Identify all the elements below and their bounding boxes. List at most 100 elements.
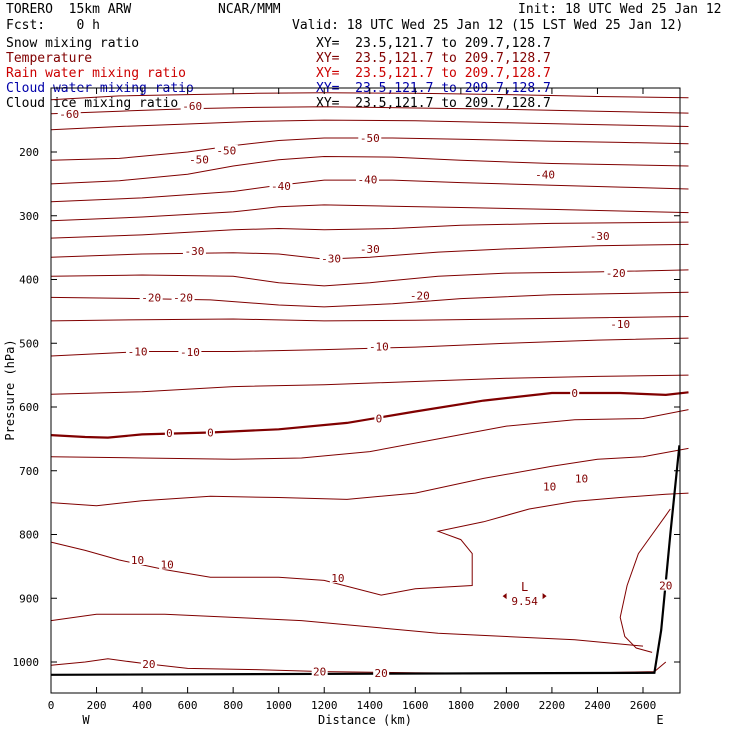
axis-ticks: 0 200 400 600 800 1000 1200 1400 1600 1800 2000 220…	[13, 88, 680, 712]
x-tick-label: 400	[132, 699, 152, 712]
x-tick-label: 2200	[539, 699, 566, 712]
contour-line	[50, 291, 689, 308]
contour-label-bg	[373, 666, 390, 678]
contour-line	[50, 137, 689, 161]
contour-label-bg	[608, 318, 632, 330]
x-tick-label: 800	[223, 699, 243, 712]
contour-line	[50, 204, 689, 222]
contour-label: -20	[141, 291, 161, 304]
x-tick-label: 1400	[357, 699, 384, 712]
field-label: Cloud ice mixing ratio	[6, 96, 179, 111]
low-value: 9.54	[511, 595, 538, 608]
contour-line	[50, 374, 689, 395]
init-time: Init: 18 UTC Wed 25 Jan 12	[518, 2, 722, 17]
contour-label-layer: -60-60-50-50-50-40 -40 -40-30 -30-30-30-20-…	[57, 100, 674, 680]
x-tick-label: 2600	[630, 699, 657, 712]
field-xy: XY= 23.5,121.7 to 209.7,128.7	[316, 36, 551, 51]
contour-label: -30	[590, 230, 610, 243]
contour-label: 10	[131, 554, 144, 567]
contour-label: 0	[166, 427, 173, 440]
x-tick-label: 200	[87, 699, 107, 712]
contour-label-bg	[182, 244, 206, 256]
contour-label-bg	[588, 230, 612, 242]
contour-line	[50, 613, 644, 647]
contour-label: -20	[410, 289, 430, 302]
x-tick-label: 2400	[584, 699, 611, 712]
low-arrow-left	[502, 593, 507, 600]
y-tick-label: 1000	[13, 656, 40, 669]
contour-label-bg	[329, 571, 346, 583]
contour-label-bg	[159, 558, 176, 570]
contour-label-bg	[374, 412, 384, 424]
contour-label-bg	[311, 665, 328, 677]
contour-label-bg	[57, 107, 81, 119]
x-end-label-left: W	[82, 713, 90, 727]
contour-line	[50, 269, 689, 287]
contour-label: -10	[180, 346, 200, 359]
contour-label-bg	[408, 289, 432, 301]
contour-label: -60	[59, 108, 79, 121]
contour-line	[50, 391, 689, 439]
x-tick-label: 1600	[402, 699, 429, 712]
y-tick-label: 700	[19, 465, 39, 478]
contour-label-bg	[171, 291, 195, 303]
x-tick-label: 600	[178, 699, 198, 712]
contour-label-bg	[180, 100, 204, 112]
y-tick-label: 900	[19, 592, 39, 605]
contour-label-bg	[164, 427, 174, 439]
contour-label: -30	[321, 252, 341, 265]
contour-label: 0	[207, 427, 214, 440]
model-title: TORERO 15km ARW	[6, 2, 132, 17]
contour-label: -10	[610, 318, 630, 331]
contour-label-bg	[657, 579, 674, 591]
y-tick-label: 800	[19, 529, 39, 542]
contour-label: -30	[360, 243, 380, 256]
contour-label-bg	[355, 173, 379, 185]
contour-label-bg	[358, 131, 382, 143]
contour-line	[50, 492, 689, 596]
valid-time: Valid: 18 UTC Wed 25 Jan 12 (15 LST Wed …	[292, 18, 684, 33]
field-label: Snow mixing ratio	[6, 36, 140, 51]
contour-label: -40	[535, 168, 555, 181]
y-axis-label: Pressure (hPa)	[3, 339, 17, 440]
contour-label-bg	[570, 386, 580, 398]
contour-label: -50	[360, 132, 380, 145]
contour-label: 20	[313, 666, 326, 679]
low-symbol: L	[521, 580, 528, 594]
contour-label: -50	[189, 154, 209, 167]
contour-label: 20	[142, 658, 155, 671]
y-tick-label: 300	[19, 210, 39, 223]
contour-label: 10	[543, 481, 556, 494]
x-tick-label: 1800	[448, 699, 475, 712]
contour-label-bg	[129, 554, 146, 565]
y-tick-label: 500	[19, 337, 39, 350]
plot-frame	[50, 87, 681, 694]
x-tick-label: 2000	[493, 699, 520, 712]
y-tick-label: 600	[19, 401, 39, 414]
contour-label-bg	[358, 242, 382, 254]
contour-label: -50	[216, 145, 236, 158]
contour-label-bg	[269, 179, 293, 191]
contour-label-bg	[178, 346, 202, 358]
contour-label: -30	[185, 245, 205, 258]
x-tick-label: 1000	[265, 699, 292, 712]
field-label: Rain water mixing ratio	[6, 66, 187, 81]
field-label: Temperature	[6, 51, 93, 66]
y-tick-label: 400	[19, 274, 39, 287]
x-end-label-right: E	[656, 713, 663, 727]
contour-label-bg	[604, 267, 628, 279]
contour-label-bg	[214, 144, 238, 156]
field-xy: XY= 23.5,121.7 to 209.7,128.7	[316, 66, 551, 81]
contour-line	[50, 106, 689, 115]
contour-label: 20	[375, 667, 388, 680]
contour-label-bg	[126, 345, 150, 357]
contour-label-bg	[367, 340, 391, 352]
contour-label-bg	[541, 480, 558, 492]
contour-label: 0	[571, 387, 578, 400]
contour-label: 10	[331, 572, 344, 585]
contour-label: -40	[358, 173, 378, 186]
contour-label-bg	[139, 291, 163, 303]
contour-label-bg	[533, 168, 557, 180]
contour-label-bg	[573, 472, 590, 484]
contour-label-bg	[205, 426, 215, 438]
